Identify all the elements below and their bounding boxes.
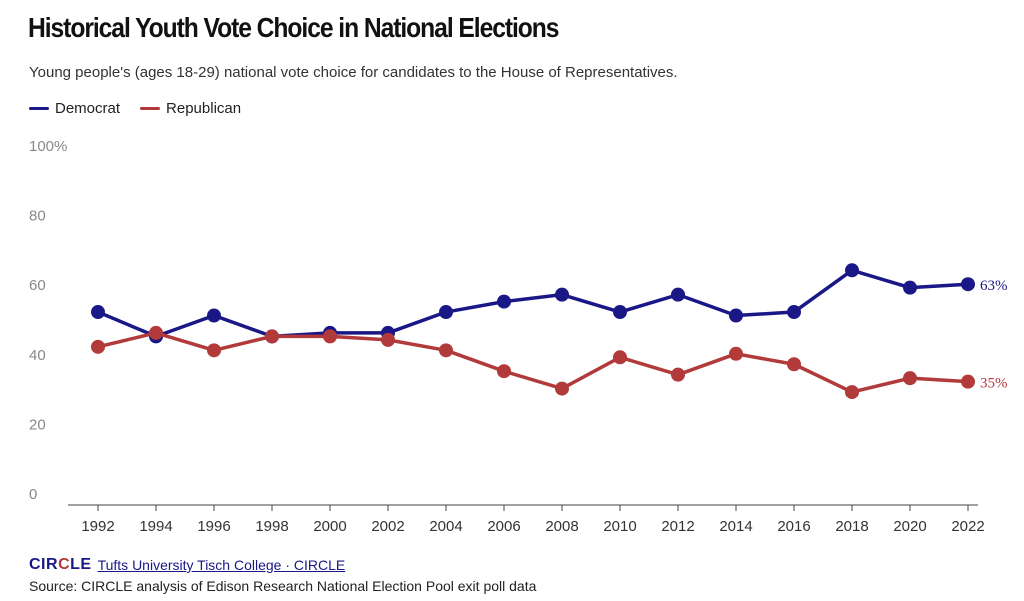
point-republican-2018	[845, 385, 859, 400]
point-democrat-2020	[903, 280, 917, 295]
x-tick-label-2010: 2010	[603, 518, 636, 535]
point-democrat-2016	[787, 305, 801, 320]
chart-title: Historical Youth Vote Choice in National…	[28, 12, 560, 43]
point-republican-2020	[903, 371, 917, 386]
legend-label-republican: Republican	[166, 100, 242, 117]
point-democrat-2018	[845, 263, 859, 278]
legend-swatch-republican	[140, 107, 161, 110]
x-tick-label-2004: 2004	[429, 518, 462, 535]
x-tick-label-1994: 1994	[139, 518, 172, 535]
point-republican-1994	[149, 325, 163, 340]
footer: CIRCLE Tufts University Tisch College · …	[29, 556, 536, 594]
point-republican-1996	[207, 343, 221, 358]
y-tick-label-40: 40	[29, 347, 46, 364]
x-tick-label-1998: 1998	[255, 518, 288, 535]
y-tick-label-0: 0	[29, 486, 37, 503]
series-line-democrat	[97, 268, 969, 339]
x-tick-label-2014: 2014	[719, 518, 752, 535]
y-tick-label-60: 60	[29, 277, 46, 294]
x-axis-ticks: 1992 1994 1996 1998 2000 2002 2004 2006 2008 2010…	[81, 505, 985, 535]
point-democrat-2014	[729, 308, 743, 323]
point-republican-2012	[671, 367, 685, 382]
point-democrat-2022	[961, 277, 975, 292]
chart-subtitle: Young people's (ages 18-29) national vot…	[29, 64, 678, 81]
y-tick-label-100: 100%	[29, 138, 67, 155]
point-republican-2014	[729, 346, 743, 361]
circle-logo: CIRCLE	[29, 556, 92, 574]
point-democrat-1992	[91, 305, 105, 320]
point-democrat-2010	[613, 305, 627, 320]
point-republican-2004	[439, 343, 453, 358]
logo-part-cir: CIR	[29, 556, 59, 573]
y-tick-label-20: 20	[29, 416, 46, 433]
point-republican-2016	[787, 357, 801, 372]
point-republican-2006	[497, 364, 511, 379]
point-democrat-2004	[439, 305, 453, 320]
logo-part-c: C	[58, 556, 71, 573]
legend: Democrat Republican	[29, 100, 241, 117]
end-label-democrat: 63%	[980, 278, 1008, 294]
x-tick-label-2002: 2002	[371, 518, 404, 535]
point-democrat-2006	[497, 294, 511, 309]
point-republican-2008	[555, 381, 569, 396]
legend-label-democrat: Democrat	[55, 100, 121, 117]
point-republican-2000	[323, 329, 337, 344]
point-republican-2022	[961, 374, 975, 389]
point-democrat-2008	[555, 287, 569, 302]
x-tick-label-2022: 2022	[951, 518, 984, 535]
logo-part-le: LE	[70, 556, 92, 573]
legend-item-democrat: Democrat	[29, 100, 120, 117]
end-label-republican: 35%	[980, 376, 1008, 392]
x-tick-label-1996: 1996	[197, 518, 230, 535]
x-tick-label-2006: 2006	[487, 518, 520, 535]
tisch-college-link[interactable]: Tufts University Tisch College · CIRCLE	[97, 557, 346, 573]
y-axis-labels: 0 20 40 60 80 100%	[29, 138, 67, 503]
point-republican-2002	[381, 332, 395, 347]
x-tick-label-2016: 2016	[777, 518, 810, 535]
legend-swatch-democrat	[29, 107, 49, 110]
point-republican-1998	[265, 329, 279, 344]
x-tick-label-2020: 2020	[893, 518, 926, 535]
x-tick-label-2008: 2008	[545, 518, 578, 535]
series-layer: 63% 35%	[91, 263, 1008, 400]
x-tick-label-1992: 1992	[81, 518, 114, 535]
point-democrat-1996	[207, 308, 221, 323]
point-republican-2010	[613, 350, 627, 365]
series-line-republican	[97, 331, 969, 394]
point-democrat-2012	[671, 287, 685, 302]
x-tick-label-2018: 2018	[835, 518, 868, 535]
point-republican-1992	[91, 339, 105, 354]
x-tick-label-2000: 2000	[313, 518, 346, 535]
x-tick-label-2012: 2012	[661, 518, 694, 535]
legend-item-republican: Republican	[140, 100, 241, 117]
y-tick-label-80: 80	[29, 208, 46, 225]
source-note: Source: CIRCLE analysis of Edison Resear…	[29, 578, 537, 594]
